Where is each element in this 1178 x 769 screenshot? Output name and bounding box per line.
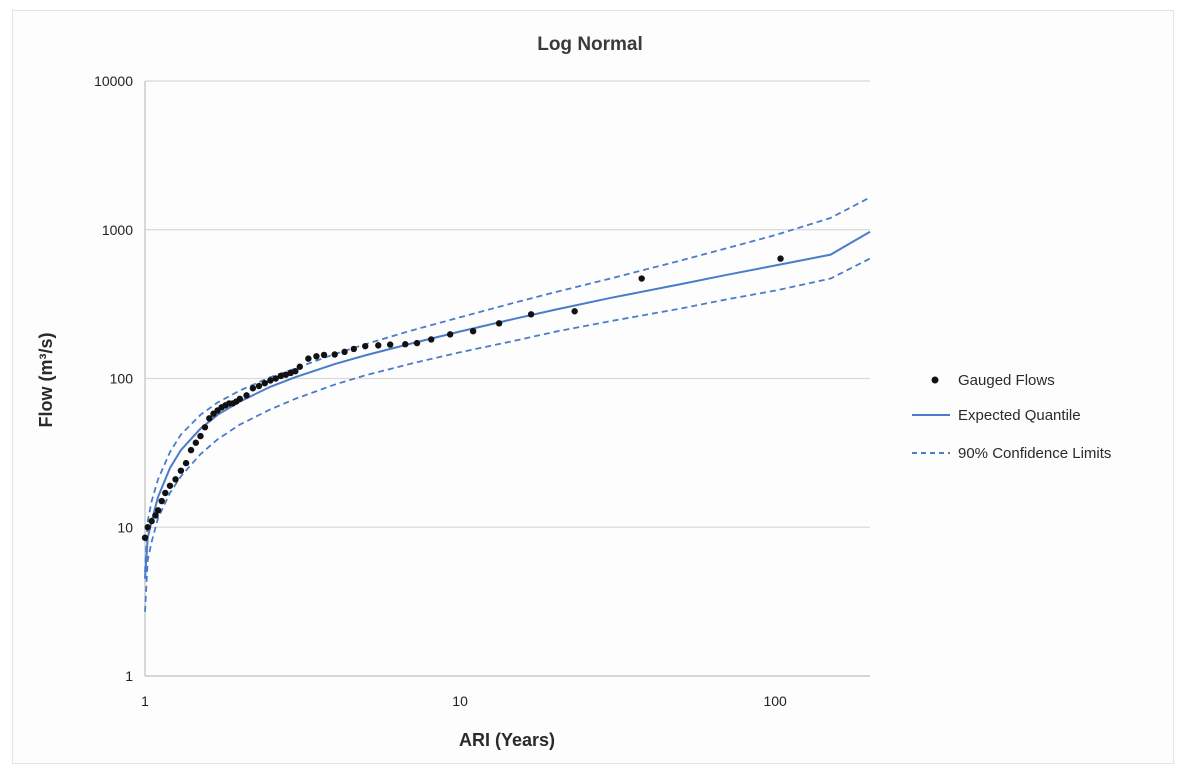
data-point-7 (166, 482, 174, 489)
data-point-41 (362, 342, 369, 350)
data-point-4 (154, 507, 162, 514)
y-tick-label-1: 10 (117, 519, 133, 535)
legend-label-expected-quantile: Expected Quantile (958, 407, 1081, 424)
data-point-42 (375, 342, 382, 349)
gridlines (145, 80, 870, 528)
y-tick-labels: 1 10 100 1000 10000 (94, 73, 133, 684)
series-line-3 (144, 257, 871, 612)
chart-title: Log Normal (537, 34, 643, 55)
x-tick-label-1: 10 (452, 693, 468, 709)
data-point-51 (571, 308, 578, 315)
x-axis-label: ARI (Years) (459, 730, 555, 750)
data-point-29 (272, 375, 279, 382)
data-point-49 (495, 320, 503, 327)
data-point-34 (296, 363, 304, 370)
y-tick-label-0: 1 (125, 668, 133, 684)
y-tick-label-3: 1000 (102, 222, 133, 238)
data-point-11 (187, 446, 195, 454)
legend-label-confidence-limits: 90% Confidence Limits (958, 445, 1111, 462)
series-layer (141, 196, 871, 612)
data-point-26 (255, 382, 263, 390)
data-point-47 (446, 331, 454, 338)
legend-entry-gauged-flows: Gauged Flows (931, 372, 1055, 389)
data-point-40 (350, 345, 358, 353)
data-point-28 (267, 377, 274, 384)
legend-marker-gauged-flows (931, 376, 939, 384)
data-point-36 (313, 353, 320, 360)
data-point-52 (638, 275, 645, 282)
data-point-0 (141, 534, 149, 541)
x-tick-labels: 1 10 100 (141, 693, 787, 709)
data-point-43 (386, 341, 394, 348)
data-point-27 (261, 379, 268, 387)
data-point-44 (402, 341, 409, 348)
data-point-14 (201, 424, 209, 431)
data-point-33 (292, 367, 299, 375)
legend-entry-confidence-limits: 90% Confidence Limits (912, 445, 1111, 462)
data-point-13 (197, 432, 204, 440)
y-tick-label-2: 100 (110, 371, 134, 387)
legend-entry-expected-quantile: Expected Quantile (912, 407, 1081, 424)
y-axis-label: Flow (m³/s) (36, 333, 56, 428)
chart-frame (12, 10, 1174, 764)
series-line-1 (144, 230, 871, 579)
data-point-35 (305, 355, 312, 362)
data-point-46 (428, 336, 435, 343)
data-point-23 (236, 395, 244, 403)
data-point-50 (527, 311, 535, 318)
data-point-2 (148, 517, 155, 525)
y-tick-label-4: 10000 (94, 73, 133, 89)
data-point-39 (341, 348, 348, 356)
data-point-10 (182, 459, 190, 467)
data-point-45 (413, 339, 421, 347)
data-point-15 (206, 415, 213, 422)
data-point-25 (249, 385, 257, 392)
data-point-31 (282, 371, 290, 378)
data-point-1 (144, 524, 151, 531)
data-point-6 (162, 489, 169, 497)
data-point-48 (469, 327, 477, 335)
x-tick-label-0: 1 (141, 693, 149, 709)
data-point-9 (177, 467, 185, 474)
data-point-3 (152, 512, 159, 519)
x-tick-label-2: 100 (763, 693, 787, 709)
data-point-24 (243, 392, 250, 399)
data-point-53 (777, 255, 784, 262)
legend: Gauged Flows Expected Quantile 90% Confi… (912, 372, 1111, 462)
data-point-5 (158, 497, 165, 505)
data-point-38 (331, 351, 338, 358)
data-point-8 (172, 476, 179, 483)
data-point-12 (192, 439, 200, 446)
legend-label-gauged-flows: Gauged Flows (958, 372, 1055, 389)
series-line-2 (144, 196, 871, 573)
data-point-30 (277, 372, 285, 380)
data-point-37 (320, 351, 328, 359)
